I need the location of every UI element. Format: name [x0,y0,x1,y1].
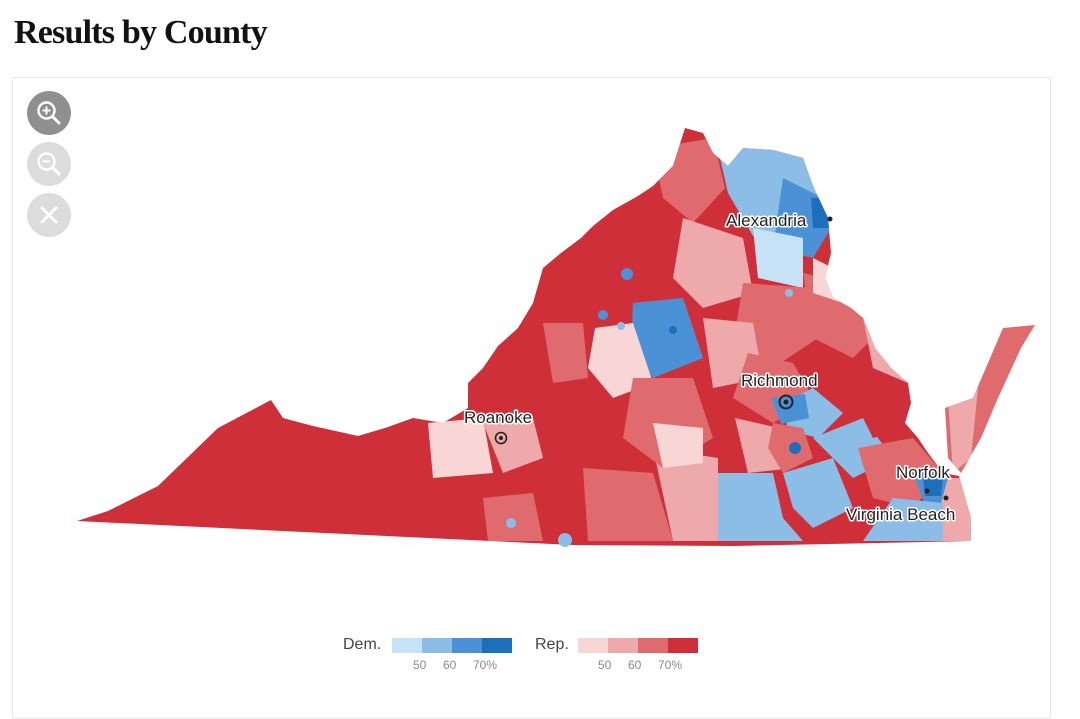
petersburg-marker[interactable] [789,442,801,454]
page-title: Results by County [14,14,268,51]
northampton-region[interactable] [948,388,978,473]
patrick-region[interactable] [483,493,543,541]
new-kent-region[interactable] [843,378,908,438]
color-legend: Dem. 50 60 70% Rep. 50 60 70% [13,633,1050,693]
roanoke-ring [494,431,508,445]
arlington-region[interactable] [811,196,843,228]
legend-rep-swatch-1 [578,638,608,653]
legend-rep-tick-60: 60 [628,658,642,672]
rockbridge-region[interactable] [543,323,588,383]
legend-dem-swatch-3 [452,638,482,653]
reset-button[interactable] [27,193,71,237]
winchester-marker[interactable] [621,268,633,280]
alexandria-dot [827,216,833,222]
halifax-region[interactable] [583,468,673,541]
southside-dem-east-region[interactable] [783,458,853,528]
virginia-counties[interactable]: Alexandria Richmond Roanoke Norfolk Virg… [13,78,1050,548]
city-label-richmond: Richmond [741,371,818,390]
zoom-out-button[interactable] [27,142,71,186]
legend-rep-swatch-3 [638,638,668,653]
close-icon [40,206,58,224]
legend-dem-tick-50: 50 [413,658,427,672]
staunton-marker[interactable] [617,322,625,330]
legend-rep-tick-70: 70% [658,658,683,672]
harrisonburg-marker[interactable] [598,310,608,320]
map-panel: Alexandria Richmond Roanoke Norfolk Virg… [12,77,1051,719]
piedmont-north-region[interactable] [673,218,753,308]
city-label-roanoke: Roanoke [464,408,532,427]
virginia-beach-dot [943,495,949,501]
zoom-in-icon [37,101,61,125]
danville-marker[interactable] [558,533,572,547]
city-label-virginia-beach: Virginia Beach [846,505,955,524]
county-map[interactable]: Alexandria Richmond Roanoke Norfolk Virg… [13,78,1050,548]
albemarle-region[interactable] [631,298,703,378]
legend-dem-label: Dem. [343,636,382,653]
zoom-out-icon [37,152,61,176]
city-label-norfolk: Norfolk [896,463,950,482]
city-label-alexandria: Alexandria [726,211,807,230]
legend-rep-swatch-2 [608,638,638,653]
roanoke-county-region[interactable] [483,418,543,473]
southside-dem-west-region[interactable] [718,473,803,541]
legend-dem-swatch-4 [482,638,512,653]
legend-dem-tick-60: 60 [443,658,457,672]
montgomery-region[interactable] [428,418,493,478]
zoom-in-button[interactable] [27,91,71,135]
legend-dem-tick-70: 70% [473,658,498,672]
legend-dem-swatch-1 [392,638,422,653]
legend-rep-swatch-4 [668,638,698,653]
lunenburg-region[interactable] [653,423,703,468]
legend-rep-label: Rep. [535,636,569,653]
mecklenburg-region[interactable] [653,448,718,541]
legend-rep-tick-50: 50 [598,658,612,672]
charlottesville-marker[interactable] [669,326,677,334]
fredericksburg-marker[interactable] [785,289,793,297]
prince-william-region[interactable] [753,228,803,288]
norfolk-dot [924,488,930,494]
legend-dem-swatch-2 [422,638,452,653]
chesapeake-region[interactable] [863,498,943,541]
richmond-ring [778,394,794,410]
martinsville-marker[interactable] [506,518,516,528]
